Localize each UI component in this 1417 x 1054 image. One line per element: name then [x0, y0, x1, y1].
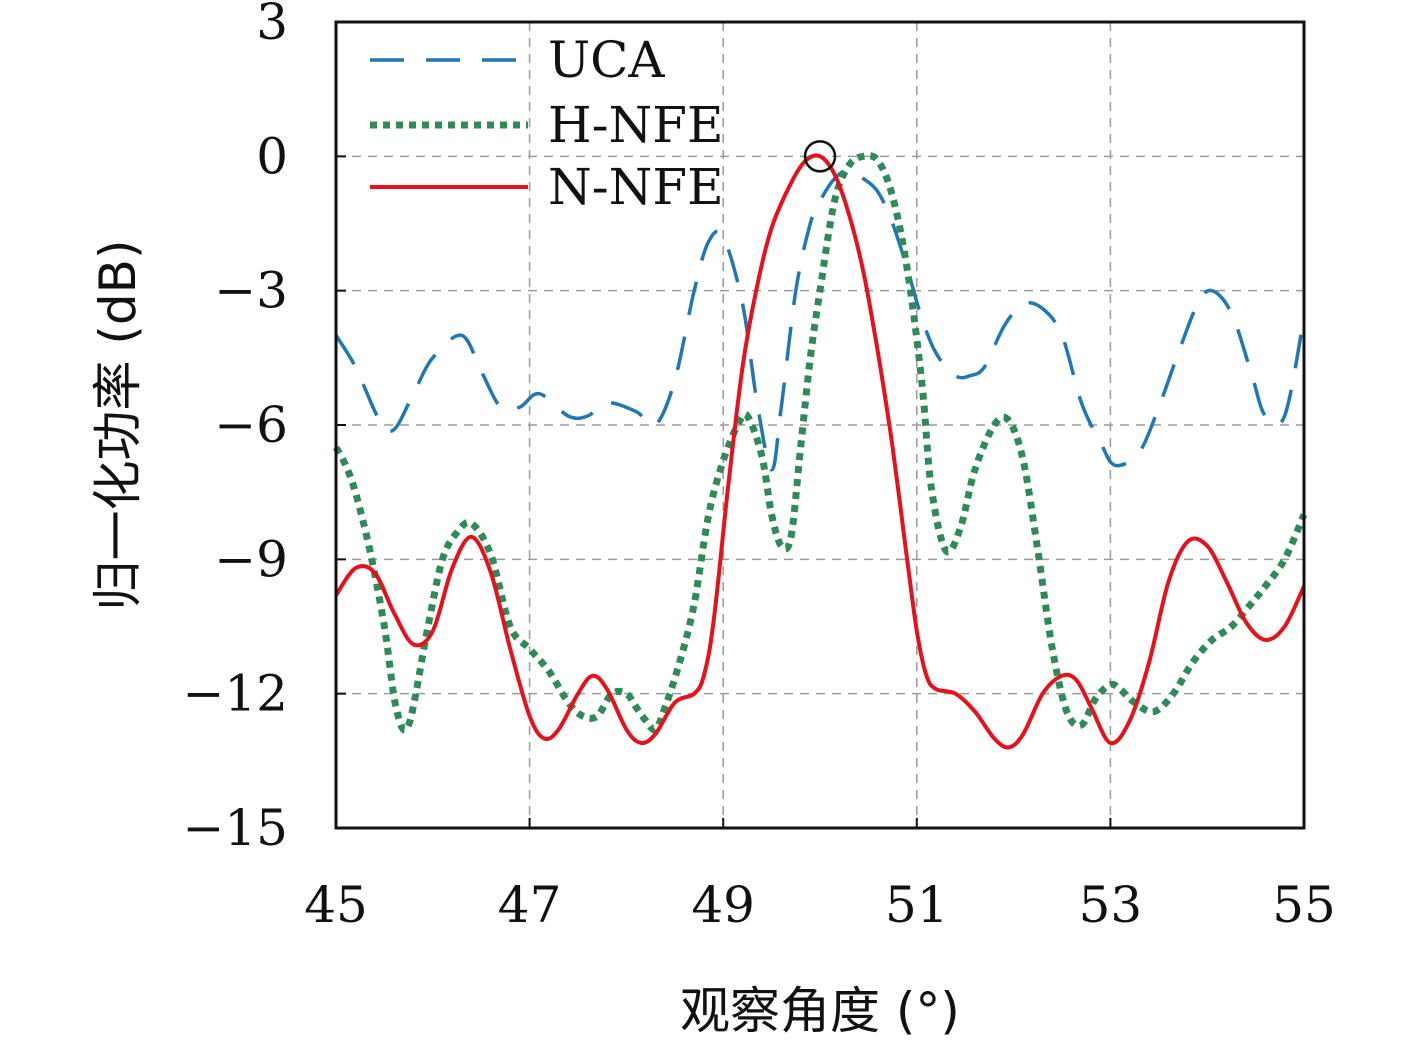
x-tick-label: 51 — [885, 876, 949, 934]
x-tick-label: 49 — [691, 876, 755, 934]
series-line-n-nfe — [334, 153, 1306, 750]
legend-label-uca: UCA — [548, 31, 665, 89]
y-tick-label: −15 — [182, 799, 288, 857]
y-tick-label: −3 — [214, 262, 288, 320]
x-tick-label: 53 — [1079, 876, 1143, 934]
peak-marker-circle — [803, 140, 837, 173]
y-tick-label: 3 — [256, 0, 288, 51]
series-lines — [332, 152, 1308, 750]
y-tick-label: −6 — [214, 396, 288, 454]
y-axis-label: 归一化功率 (dB) — [89, 240, 147, 611]
y-tick-label: 0 — [256, 127, 288, 185]
x-axis-label: 观察角度 (°) — [680, 982, 960, 1040]
x-tick-label: 55 — [1272, 876, 1336, 934]
series-line-uca — [334, 168, 1306, 472]
series-line-h-nfe — [332, 152, 1308, 734]
y-tick-label: −12 — [182, 665, 288, 723]
x-tick-label: 47 — [498, 876, 562, 934]
y-axis-ticks: 3 0 −3 −6 −9 −12 −15 — [182, 0, 346, 857]
legend-label-h-nfe: H-NFE — [548, 96, 723, 154]
x-axis-ticks: 45 47 49 51 53 55 — [304, 818, 1336, 934]
peak-marker — [803, 140, 837, 173]
legend-label-n-nfe: N-NFE — [548, 158, 724, 216]
grid — [336, 22, 1304, 828]
y-tick-label: −9 — [214, 530, 288, 588]
x-tick-label: 45 — [304, 876, 368, 934]
